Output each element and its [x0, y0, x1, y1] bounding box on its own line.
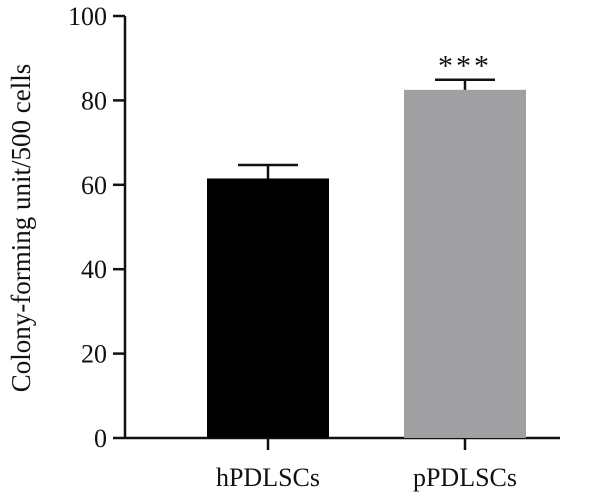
- significance-label: ***: [438, 50, 492, 83]
- bar-pPDLSCs: [404, 89, 526, 438]
- y-tick-label: 100: [68, 2, 107, 31]
- bar-hPDLSCs: [207, 178, 329, 438]
- y-tick-label: 80: [81, 86, 107, 115]
- y-axis-title: Colony-forming unit/500 cells: [6, 64, 36, 392]
- x-tick-label: pPDLSCs: [413, 463, 517, 492]
- y-tick-label: 0: [94, 424, 107, 453]
- x-tick-label: hPDLSCs: [216, 463, 320, 492]
- plot-area: 0 20 40 60 80 100 hPDLSCs pPDLSCs ***: [68, 2, 560, 492]
- y-tick-label: 60: [81, 171, 107, 200]
- y-tick-label: 20: [81, 340, 107, 369]
- y-tick-label: 40: [81, 255, 107, 284]
